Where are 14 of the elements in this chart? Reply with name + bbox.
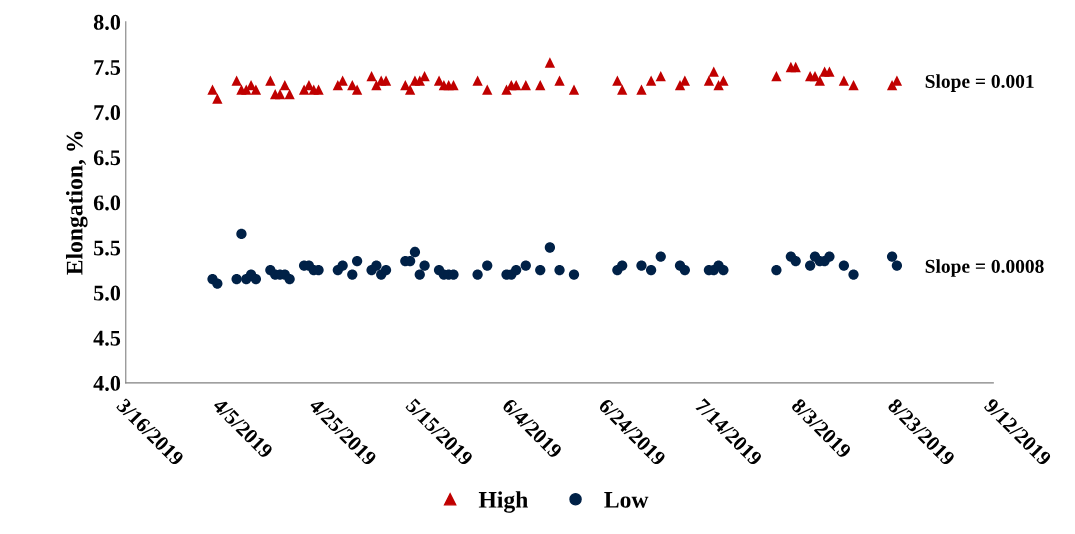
- y-tick-label: 5.0: [94, 285, 121, 301]
- annotation: Slope = 0.001: [925, 74, 1034, 92]
- y-tick-label: 5.5: [94, 240, 121, 256]
- y-tick-label: 4.0: [93, 375, 121, 391]
- y-tick-label: 6.5: [93, 150, 121, 166]
- y-tick-label: 4.5: [93, 330, 121, 346]
- annotation: Slope = 0.0008: [925, 259, 1044, 277]
- y-tick-label: 6.0: [93, 195, 121, 211]
- y-tick-label: 7.0: [94, 105, 121, 121]
- y-tick-label: 7.5: [94, 60, 121, 76]
- y-tick-label: 8.0: [93, 14, 121, 30]
- legend-label: Low: [604, 492, 649, 508]
- y-axis-title: Elongation, %: [65, 131, 88, 275]
- legend-label: High: [478, 491, 528, 513]
